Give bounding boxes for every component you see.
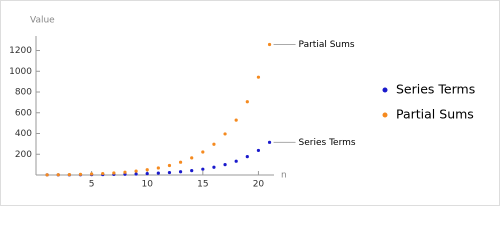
x-axis-label: n — [281, 171, 287, 181]
point — [212, 165, 216, 169]
point — [212, 142, 216, 146]
y-tick-label: 800 — [15, 88, 32, 98]
point — [256, 148, 261, 153]
y-axis-label: Value — [30, 16, 55, 26]
point — [256, 75, 261, 79]
callout-label: Partial Sums — [299, 40, 355, 50]
point — [90, 172, 94, 176]
y-tick-label: 600 — [15, 108, 32, 118]
point — [167, 163, 172, 168]
point — [178, 160, 183, 164]
point — [201, 150, 205, 154]
point — [190, 156, 194, 160]
point — [134, 169, 138, 173]
frame — [0, 0, 500, 206]
point — [145, 168, 149, 172]
legend-label: Partial Sums — [396, 107, 474, 122]
x-tick-label: 5 — [89, 180, 95, 190]
y-tick-label: 1000 — [9, 67, 32, 77]
legend-label: Series Terms — [396, 82, 475, 97]
point — [234, 118, 238, 122]
point — [245, 100, 249, 104]
point — [267, 42, 272, 47]
x-tick-label: 15 — [197, 180, 208, 190]
point — [156, 166, 160, 170]
x-tick-label: 10 — [141, 180, 153, 190]
legend-marker — [382, 112, 388, 118]
point — [178, 170, 183, 174]
point — [145, 172, 149, 176]
point — [167, 170, 172, 175]
point — [223, 132, 227, 136]
y-tick-label: 400 — [15, 129, 32, 139]
y-tick-label: 200 — [15, 150, 32, 160]
point — [134, 172, 138, 176]
point — [78, 172, 83, 176]
chart: Value n 5 10 15 20 200 400 600 800 1000 1200 Serie… — [0, 0, 500, 206]
point — [101, 171, 105, 176]
point — [112, 171, 116, 175]
point — [67, 172, 71, 177]
point — [123, 170, 127, 174]
y-tick-label: 1200 — [9, 46, 32, 56]
x-tick-label: 20 — [253, 180, 265, 190]
point — [245, 155, 249, 159]
point — [56, 173, 60, 177]
point — [234, 159, 238, 163]
point — [223, 163, 227, 167]
legend-marker — [382, 87, 388, 93]
callout-label: Series Terms — [299, 138, 356, 148]
point — [267, 140, 272, 144]
point — [156, 171, 160, 175]
point — [45, 173, 49, 177]
point — [201, 167, 205, 171]
point — [190, 169, 194, 173]
